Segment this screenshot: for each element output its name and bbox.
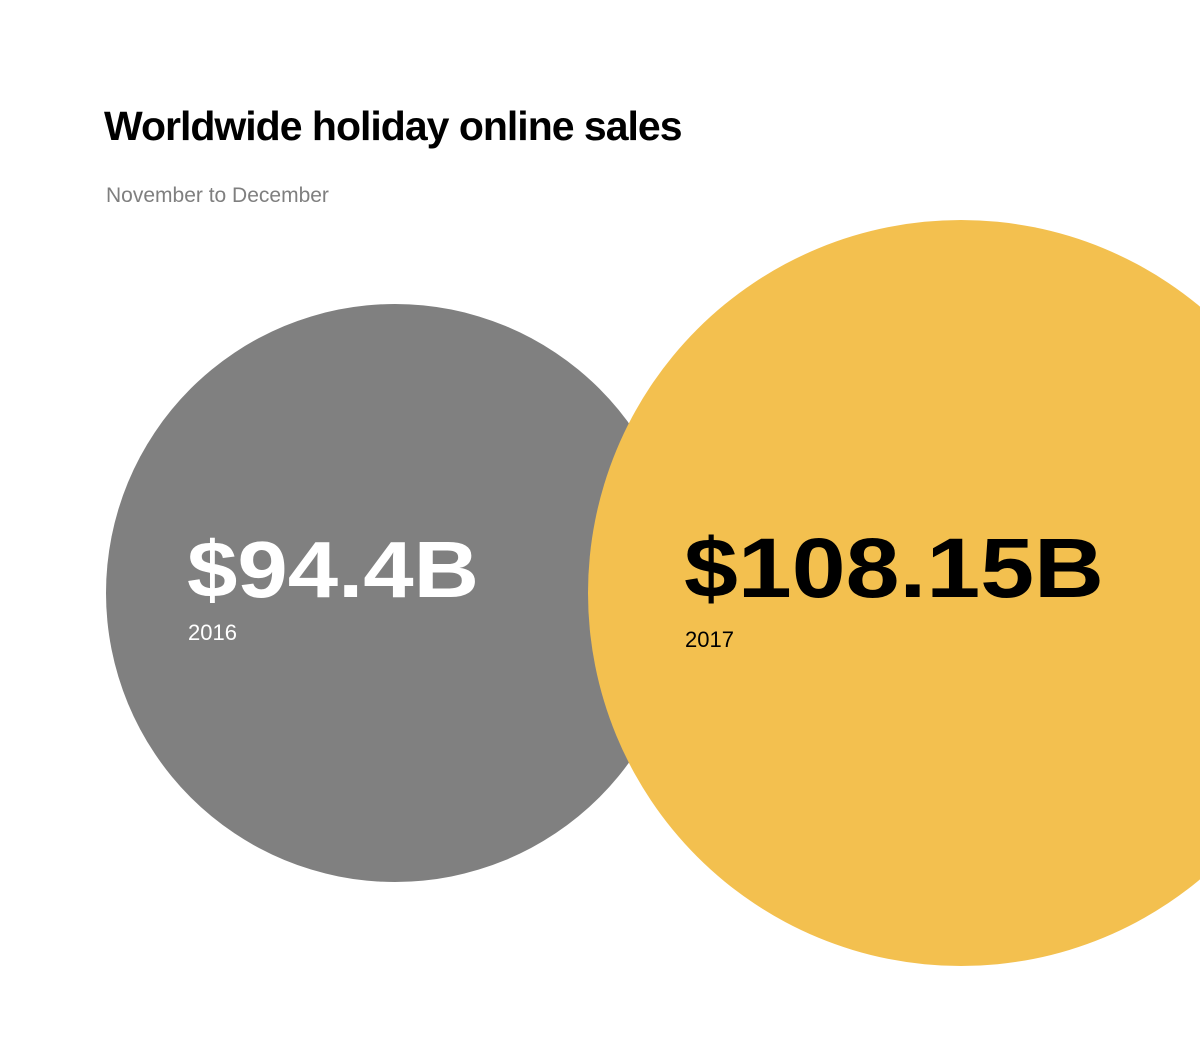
- year-label-2017: 2017: [685, 627, 734, 652]
- year-label-2016: 2016: [188, 620, 237, 645]
- bubble-2017: [588, 220, 1200, 966]
- value-label-2017: $108.15B: [684, 521, 1104, 615]
- value-label-2016: $94.4B: [187, 525, 479, 614]
- chart-subtitle: November to December: [106, 184, 329, 207]
- bubble-2016: [106, 304, 684, 882]
- chart-title: Worldwide holiday online sales: [104, 103, 683, 149]
